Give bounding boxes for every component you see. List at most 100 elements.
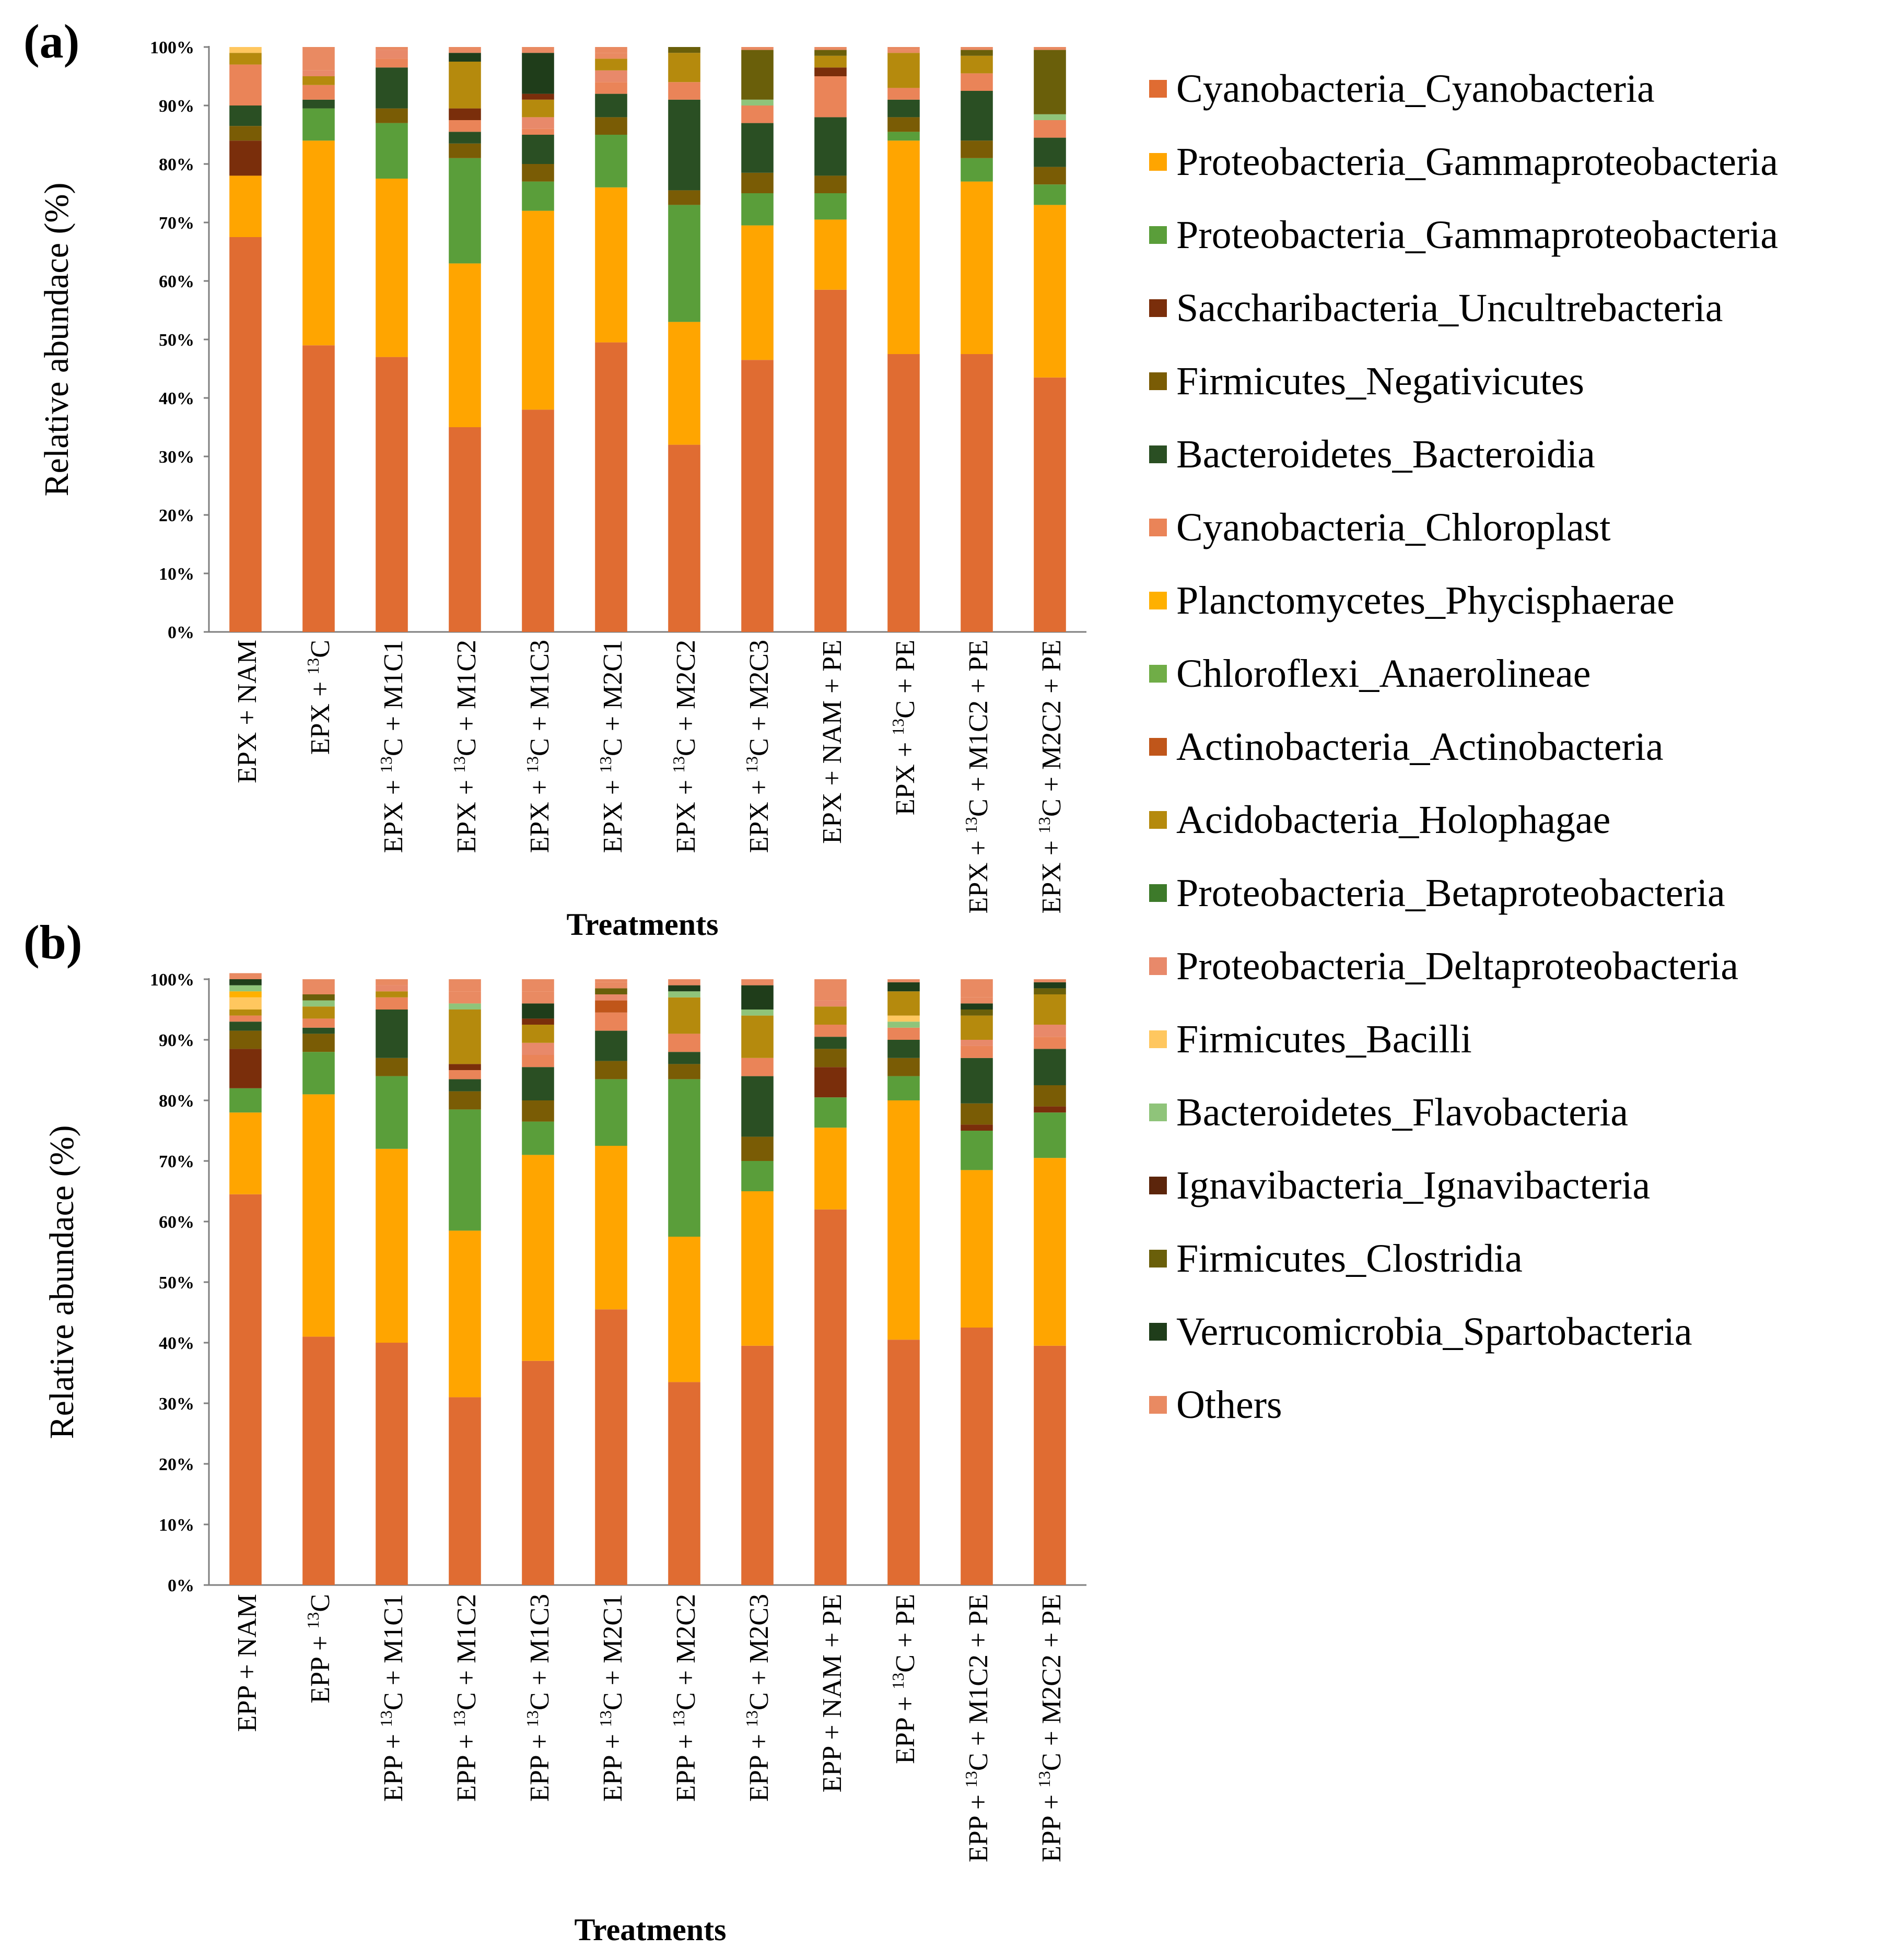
bar-segment — [595, 47, 627, 53]
bar-segment — [668, 82, 700, 100]
bar-segment — [376, 67, 408, 109]
bar-segment — [595, 1000, 627, 1013]
y-tick-label: 10% — [159, 1516, 194, 1535]
bar-segment — [668, 1064, 700, 1079]
legend-swatch — [1149, 80, 1167, 98]
bar-segment — [814, 1006, 847, 1025]
bar-segment — [229, 47, 262, 53]
legend-label: Saccharibacteria_Uncultrebacteria — [1176, 286, 1723, 330]
legend-swatch — [1149, 957, 1167, 975]
bar-segment — [961, 73, 993, 91]
bar-segment — [1034, 377, 1066, 632]
legend-swatch — [1149, 1323, 1167, 1341]
legend-item: Firmicutes_Bacilli — [1149, 1003, 1880, 1076]
x-tick-label: EPP + 13C + M2C1 — [596, 1594, 628, 1802]
y-axis-label: Relative abundace (%) — [38, 182, 76, 496]
y-tick-label: 30% — [159, 448, 194, 467]
bar-segment — [302, 1000, 335, 1007]
legend-item: Proteobacteria_Betaproteobacteria — [1149, 856, 1880, 930]
y-tick-label: 20% — [159, 506, 194, 525]
legend-item: Others — [1149, 1368, 1880, 1441]
bar-segment — [741, 1136, 774, 1161]
chart-legend: Cyanobacteria_Cyanobacteria Proteobacteri… — [1149, 52, 1880, 1441]
legend-label: Cyanobacteria_Chloroplast — [1176, 506, 1611, 549]
bar-segment — [814, 50, 847, 56]
bar-segment — [302, 1052, 335, 1095]
bar-stack-b-0 — [229, 973, 262, 1585]
legend-swatch — [1149, 1104, 1167, 1121]
bar-segment — [522, 1067, 554, 1100]
bar-segment — [522, 1003, 554, 1019]
bar-segment — [887, 53, 920, 88]
bar-segment — [887, 47, 920, 50]
bar-segment — [302, 1006, 335, 1019]
bar-segment — [814, 1000, 847, 1007]
legend-item: Proteobacteria_Gammaproteobacteria — [1149, 198, 1880, 272]
bar-segment — [814, 1067, 847, 1098]
bar-segment — [302, 140, 335, 346]
bar-segment — [376, 108, 408, 123]
bar-segment — [449, 991, 481, 1004]
bar-segment — [595, 1030, 627, 1061]
legend-item: Chloroflexi_Anaerolineae — [1149, 637, 1880, 710]
legend-item: Proteobacteria_Gammaproteobacteria — [1149, 125, 1880, 198]
bar-segment — [741, 123, 774, 173]
bar-segment — [522, 1055, 554, 1067]
bar-segment — [741, 979, 774, 985]
bar-segment — [887, 117, 920, 132]
bar-segment — [229, 1112, 262, 1194]
y-tick-label: 100% — [150, 38, 194, 57]
bar-segment — [522, 1042, 554, 1055]
bar-segment — [376, 985, 408, 992]
bar-segment — [229, 175, 262, 237]
legend-swatch — [1149, 445, 1167, 463]
bar-segment — [741, 105, 774, 123]
bar-segment — [229, 997, 262, 1010]
bar-segment — [595, 988, 627, 994]
bar-segment — [668, 1079, 700, 1237]
bar-segment — [595, 1079, 627, 1146]
chart-panel-a: (a) 0% 10% 20% 30% 40% 50% 60% 70% 80% 90% 100% Rela… — [24, 15, 1086, 942]
y-tick-label: 90% — [159, 97, 194, 116]
bar-stack-a-8 — [814, 47, 847, 632]
bar-segment — [229, 126, 262, 141]
y-tick-label: 60% — [159, 1213, 194, 1232]
bar-segment — [595, 994, 627, 1001]
bar-segment — [229, 979, 262, 985]
legend-item: Bacteroidetes_Bacteroidia — [1149, 418, 1880, 491]
bar-segment — [595, 1061, 627, 1079]
bar-stack-b-10 — [961, 979, 993, 1585]
legend-label: Chloroflexi_Anaerolineae — [1176, 652, 1591, 696]
bar-segment — [961, 1103, 993, 1125]
bar-segment — [961, 997, 993, 1004]
x-tick-label: EPX + 13C + M1C3 — [523, 640, 555, 853]
bar-segment — [522, 1100, 554, 1122]
bar-segment — [449, 1091, 481, 1110]
y-axis-label: Relative abundace (%) — [43, 1125, 81, 1439]
bar-segment — [668, 985, 700, 992]
legend-label: Proteobacteria_Gammaproteobacteria — [1176, 140, 1779, 184]
legend-item: Actinobacteria_Actinobacteria — [1149, 710, 1880, 783]
bar-segment — [741, 47, 774, 50]
bar-segment — [302, 345, 335, 632]
bar-segment — [668, 322, 700, 445]
bar-segment — [302, 994, 335, 1001]
bar-segment — [814, 1037, 847, 1049]
legend-item: Planctomycetes_Phycisphaerae — [1149, 564, 1880, 637]
legend-label: Firmicutes_Negativicutes — [1176, 359, 1584, 403]
bar-segment — [814, 1097, 847, 1128]
y-tick-label: 30% — [159, 1394, 194, 1414]
x-tick-label: EPX + NAM — [232, 640, 262, 783]
bar-segment — [376, 1058, 408, 1076]
bar-segment — [887, 982, 920, 992]
bar-segment — [1034, 167, 1066, 185]
y-tick-label: 60% — [159, 272, 194, 291]
x-tick-label: EPX + 13C + M1C2 — [450, 640, 482, 853]
bar-stack-b-4 — [522, 979, 554, 1585]
bar-segment — [522, 1018, 554, 1025]
bar-segment — [302, 1034, 335, 1052]
bar-segment — [449, 427, 481, 632]
bar-stack-a-1 — [302, 47, 335, 632]
bar-segment — [376, 50, 408, 59]
bar-segment — [522, 128, 554, 135]
